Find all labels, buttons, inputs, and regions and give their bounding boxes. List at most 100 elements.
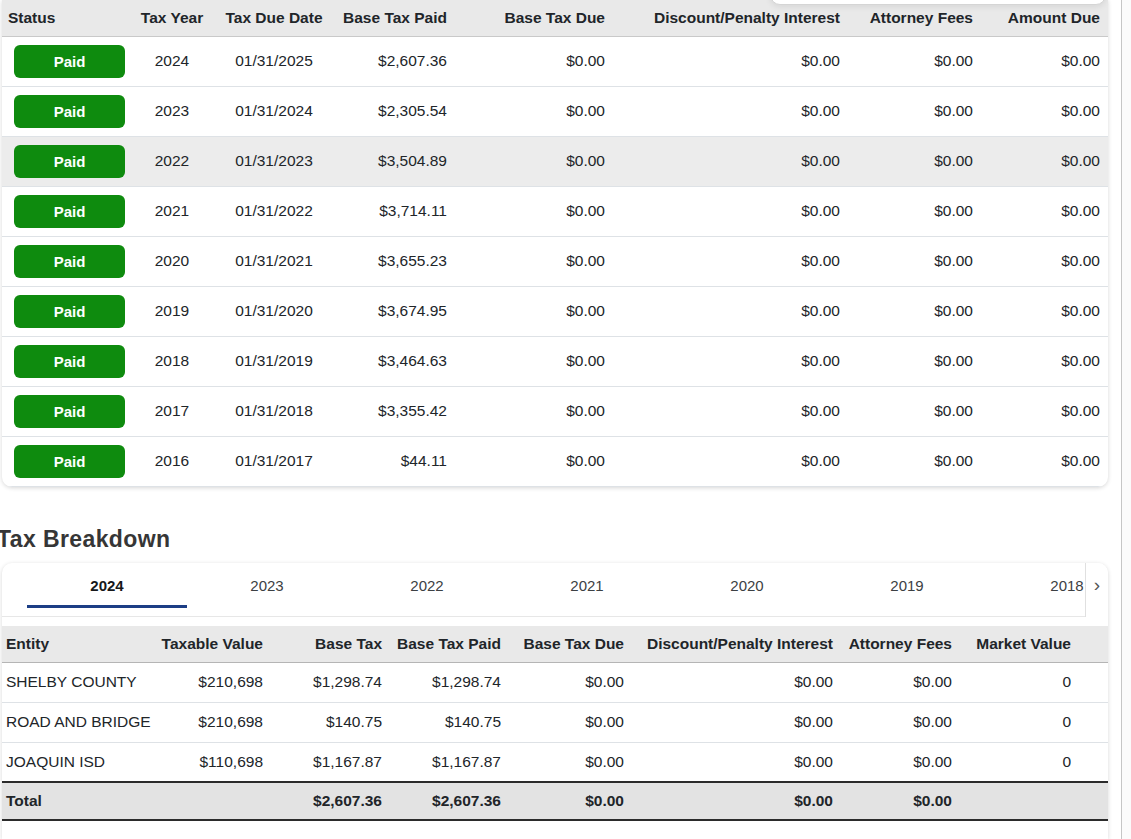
col-header-base-tax-due: Base Tax Due xyxy=(501,626,624,662)
payment-history-row: Paid 2023 01/31/2024 $2,305.54 $0.00 $0.… xyxy=(2,86,1108,136)
status-cell: Paid xyxy=(2,436,132,486)
amount-due-cell: $0.00 xyxy=(973,36,1108,86)
market-value-cell: 0 xyxy=(952,742,1071,782)
amount-due-cell: $0.00 xyxy=(973,286,1108,336)
total-base-tax-due: $0.00 xyxy=(501,782,624,820)
status-paid-button[interactable]: Paid xyxy=(14,295,125,328)
year-tabstrip: 2024 2023 2022 2021 2020 xyxy=(2,563,1108,617)
total-discount-penalty-interest: $0.00 xyxy=(624,782,833,820)
status-paid-button[interactable]: Paid xyxy=(14,245,125,278)
year-tab-label: 2024 xyxy=(90,577,123,594)
base-tax-due-cell: $0.00 xyxy=(447,186,605,236)
total-base-tax: $2,607.36 xyxy=(263,782,382,820)
base-tax-due-cell: $0.00 xyxy=(501,742,624,782)
base-tax-cell: $1,167.87 xyxy=(263,742,382,782)
year-tab[interactable]: 2022 xyxy=(347,563,507,616)
market-value-cell: 0 xyxy=(952,662,1071,702)
tax-due-date-cell: 01/31/2017 xyxy=(212,436,336,486)
entity-cell: ROAD AND BRIDGE xyxy=(2,702,157,742)
base-tax-paid-cell: $3,655.23 xyxy=(336,236,447,286)
amount-due-cell xyxy=(1071,702,1108,742)
attorney-fees-cell: $0.00 xyxy=(840,386,973,436)
base-tax-paid-cell: $3,504.89 xyxy=(336,136,447,186)
year-tab-label: 2022 xyxy=(410,577,443,594)
tax-year-cell: 2024 xyxy=(132,36,212,86)
discount-penalty-interest-cell: $0.00 xyxy=(605,286,840,336)
payment-history-row: Paid 2018 01/31/2019 $3,464.63 $0.00 $0.… xyxy=(2,336,1108,386)
payment-history-table: Status Tax Year Tax Due Date Base Tax Pa… xyxy=(2,0,1108,487)
payment-history-row: Paid 2024 01/31/2025 $2,607.36 $0.00 $0.… xyxy=(2,36,1108,86)
tax-year-cell: 2020 xyxy=(132,236,212,286)
base-tax-due-cell: $0.00 xyxy=(447,236,605,286)
payment-history-row: Paid 2020 01/31/2021 $3,655.23 $0.00 $0.… xyxy=(2,236,1108,286)
base-tax-due-cell: $0.00 xyxy=(447,86,605,136)
base-tax-due-cell: $0.00 xyxy=(447,36,605,86)
total-market-value xyxy=(952,782,1071,820)
tax-due-date-cell: 01/31/2020 xyxy=(212,286,336,336)
payment-history-header-row: Status Tax Year Tax Due Date Base Tax Pa… xyxy=(2,0,1108,36)
base-tax-paid-cell: $2,305.54 xyxy=(336,86,447,136)
base-tax-due-cell: $0.00 xyxy=(447,336,605,386)
tax-year-cell: 2019 xyxy=(132,286,212,336)
status-paid-button[interactable]: Paid xyxy=(14,195,125,228)
year-tab[interactable]: 2018 xyxy=(987,563,1085,616)
base-tax-paid-cell: $3,355.42 xyxy=(336,386,447,436)
attorney-fees-cell: $0.00 xyxy=(840,286,973,336)
year-tab-label: 2018 xyxy=(1050,577,1083,594)
amount-due-cell: $0.00 xyxy=(973,236,1108,286)
col-header-base-tax-paid: Base Tax Paid xyxy=(336,0,447,36)
status-cell: Paid xyxy=(2,386,132,436)
tax-breakdown-heading: Tax Breakdown xyxy=(0,526,171,553)
tax-breakdown-row: SHELBY COUNTY $210,698 $1,298.74 $1,298.… xyxy=(2,662,1108,702)
total-attorney-fees: $0.00 xyxy=(833,782,952,820)
attorney-fees-cell: $0.00 xyxy=(833,742,952,782)
year-tab-label: 2019 xyxy=(890,577,923,594)
overlay-popup-fragment xyxy=(770,0,1106,5)
year-tab-label: 2021 xyxy=(570,577,603,594)
year-tab-label: 2020 xyxy=(730,577,763,594)
col-header-market-value: Market Value xyxy=(952,626,1071,662)
status-cell: Paid xyxy=(2,236,132,286)
col-header-discount-penalty-interest: Discount/Penalty Interest xyxy=(605,0,840,36)
payment-history-row: Paid 2019 01/31/2020 $3,674.95 $0.00 $0.… xyxy=(2,286,1108,336)
col-header-base-tax-due: Base Tax Due xyxy=(447,0,605,36)
entity-cell: JOAQUIN ISD xyxy=(2,742,157,782)
year-tab[interactable]: 2021 xyxy=(507,563,667,616)
tax-breakdown-row: ROAD AND BRIDGE $210,698 $140.75 $140.75… xyxy=(2,702,1108,742)
base-tax-paid-cell: $1,298.74 xyxy=(382,662,501,702)
tabs-next-button[interactable]: › xyxy=(1085,563,1108,617)
col-header-status: Status xyxy=(2,0,132,36)
status-paid-button[interactable]: Paid xyxy=(14,445,125,478)
col-header-attorney-fees: Attorney Fees xyxy=(840,0,973,36)
taxable-value-cell: $110,698 xyxy=(157,742,263,782)
discount-penalty-interest-cell: $0.00 xyxy=(605,86,840,136)
amount-due-cell xyxy=(1071,742,1108,782)
year-tab[interactable]: 2024 xyxy=(27,563,187,616)
status-cell: Paid xyxy=(2,136,132,186)
page-scrollbar[interactable] xyxy=(1121,0,1131,839)
amount-due-cell: $0.00 xyxy=(973,436,1108,486)
status-paid-button[interactable]: Paid xyxy=(14,95,125,128)
discount-penalty-interest-cell: $0.00 xyxy=(605,236,840,286)
status-paid-button[interactable]: Paid xyxy=(14,145,125,178)
year-tab[interactable]: 2020 xyxy=(667,563,827,616)
year-tabs-list: 2024 2023 2022 2021 2020 xyxy=(2,563,1085,616)
status-paid-button[interactable]: Paid xyxy=(14,395,125,428)
year-tab[interactable]: 2023 xyxy=(187,563,347,616)
chevron-right-icon: › xyxy=(1094,574,1100,595)
status-cell: Paid xyxy=(2,86,132,136)
year-tab[interactable]: 2019 xyxy=(827,563,987,616)
payment-history-row: Paid 2021 01/31/2022 $3,714.11 $0.00 $0.… xyxy=(2,186,1108,236)
discount-penalty-interest-cell: $0.00 xyxy=(605,36,840,86)
status-paid-button[interactable]: Paid xyxy=(14,45,125,78)
payment-history-card: Status Tax Year Tax Due Date Base Tax Pa… xyxy=(2,0,1108,487)
discount-penalty-interest-cell: $0.00 xyxy=(624,702,833,742)
attorney-fees-cell: $0.00 xyxy=(840,236,973,286)
tax-due-date-cell: 01/31/2023 xyxy=(212,136,336,186)
attorney-fees-cell: $0.00 xyxy=(840,136,973,186)
discount-penalty-interest-cell: $0.00 xyxy=(605,336,840,386)
col-header-amount-due: Amount Due xyxy=(1071,626,1108,662)
col-header-base-tax: Base Tax xyxy=(263,626,382,662)
status-paid-button[interactable]: Paid xyxy=(14,345,125,378)
base-tax-due-cell: $0.00 xyxy=(447,286,605,336)
